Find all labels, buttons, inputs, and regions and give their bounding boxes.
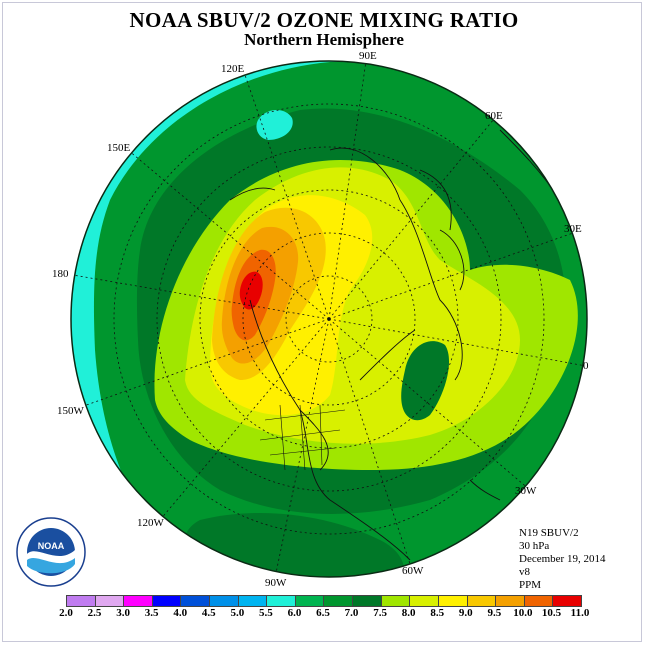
colorbar-segment <box>67 596 95 606</box>
field-band-10.5 <box>239 271 263 310</box>
colorbar-tick-label: 7.0 <box>344 607 359 619</box>
lon-label-150w: 150W <box>57 405 84 417</box>
lon-label-60w: 60W <box>402 565 424 577</box>
colorbar-tick-label: 2.5 <box>87 607 102 619</box>
colorbar-segment <box>495 596 524 606</box>
colorbar-tick-label: 9.5 <box>487 607 502 619</box>
colorbar-segment <box>323 596 353 606</box>
colorbar-segment <box>523 596 553 606</box>
colorbar-segment <box>237 596 267 606</box>
lon-label-180: 180 <box>52 268 69 280</box>
lon-label-30w: 30W <box>515 485 537 497</box>
lon-label-150e: 150E <box>107 142 131 154</box>
colorbar-segment <box>409 596 438 606</box>
colorbar-tick-label: 10.0 <box>513 607 533 619</box>
colorbar-tick-label: 10.5 <box>541 607 562 619</box>
colorbar-tick-label: 6.0 <box>287 607 302 619</box>
figure-frame <box>2 2 642 642</box>
colorbar-segment <box>151 596 181 606</box>
colorbar-segment <box>209 596 238 606</box>
colorbar-tick-label: 8.0 <box>401 607 416 619</box>
map-subtitle: Northern Hemisphere <box>244 30 404 49</box>
colorbar-tick-label: 4.0 <box>173 607 188 619</box>
colorbar-segment <box>552 596 581 606</box>
colorbar-tick-label: 7.5 <box>373 607 387 619</box>
colorbar-segment <box>266 596 295 606</box>
coastlines <box>229 129 561 561</box>
colorbar-segment <box>380 596 410 606</box>
field-patch-7.0-south <box>184 513 404 577</box>
lon-label-120e: 120E <box>221 63 245 75</box>
colorbar-tick-label: 3.0 <box>116 607 130 619</box>
graticule <box>72 61 587 574</box>
us-state-boundaries <box>259 404 346 471</box>
field-patch-6.0-north <box>256 109 293 140</box>
colorbar-tick-label: 6.5 <box>316 607 330 619</box>
colorbar-segment <box>180 596 210 606</box>
colorbar-tick-label: 5.5 <box>259 607 273 619</box>
date-label: December 19, 2014 <box>519 553 606 565</box>
colorbar-tick-label: 5.0 <box>230 607 245 619</box>
colorbar-segment <box>123 596 152 606</box>
colorbar-tick-label: 8.5 <box>430 607 445 619</box>
colorbar-tick-label: 4.5 <box>201 607 216 619</box>
colorbar-tick-label: 11.0 <box>570 607 590 619</box>
map-title: NOAA SBUV/2 OZONE MIXING RATIO <box>129 8 519 32</box>
lon-label-30e: 30E <box>564 223 582 235</box>
map-boundary <box>70 60 588 578</box>
colorbar-segment <box>294 596 324 606</box>
units-label: PPM <box>519 579 542 591</box>
pressure-level-label: 30 hPa <box>519 540 550 552</box>
noaa-logo-text: NOAA <box>38 541 65 551</box>
info-block: N19 SBUV/2 30 hPa December 19, 2014 v8 P… <box>519 527 605 592</box>
lon-label-60e: 60E <box>485 110 503 122</box>
colorbar-tick-label: 2.0 <box>59 607 73 619</box>
ozone-field <box>71 61 587 577</box>
lon-label-0: 0 <box>583 360 589 372</box>
colorbar-tick-label: 9.0 <box>458 607 473 619</box>
colorbar <box>66 595 582 607</box>
field-patch-7.0-atlantic <box>401 341 450 421</box>
colorbar-tick-label: 3.5 <box>144 607 159 619</box>
lon-label-120w: 120W <box>137 517 164 529</box>
version-label: v8 <box>519 566 530 578</box>
colorbar-segment <box>466 596 496 606</box>
lon-label-90e: 90E <box>359 50 377 62</box>
satellite-label: N19 SBUV/2 <box>519 527 579 539</box>
colorbar-segment <box>94 596 124 606</box>
lon-label-90w: 90W <box>265 577 287 589</box>
colorbar-segment <box>437 596 467 606</box>
noaa-logo: NOAA <box>16 517 86 587</box>
colorbar-segment <box>352 596 381 606</box>
